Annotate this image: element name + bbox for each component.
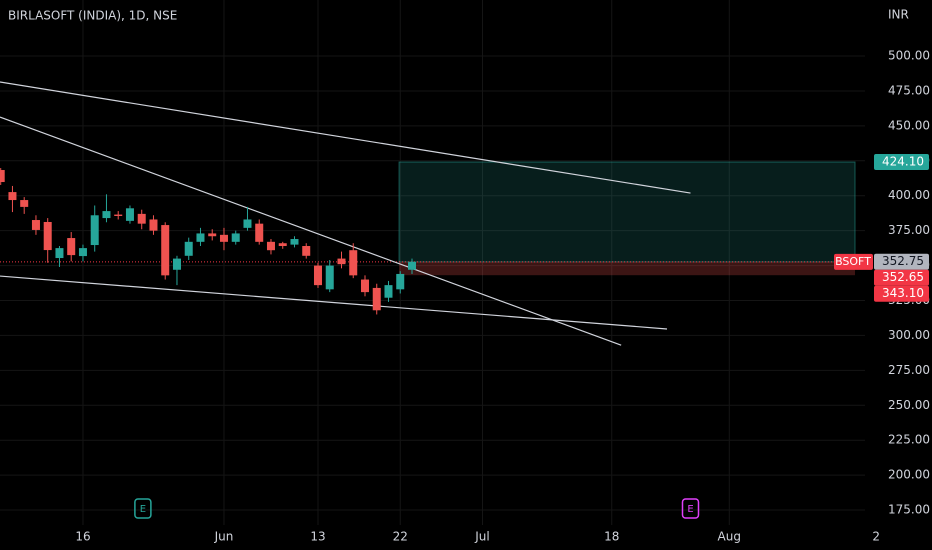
- candle-body: [231, 233, 240, 242]
- candle-body: [184, 241, 193, 256]
- price-tag: [874, 253, 929, 270]
- candle-body: [396, 273, 405, 290]
- candle-body: [407, 261, 416, 270]
- event-marker: [681, 498, 700, 519]
- y-tick-label: 400.00: [888, 188, 930, 202]
- chart-title: BIRLASOFT (INDIA), 1D, NSE: [8, 9, 177, 23]
- stop-zone: [399, 261, 856, 276]
- candle-body: [102, 211, 111, 219]
- candle-body: [67, 238, 76, 256]
- candle-body: [114, 214, 123, 216]
- trend-line: [0, 116, 622, 346]
- candle-body: [208, 233, 217, 237]
- symbol-tag-label: BSOFT: [835, 255, 871, 268]
- plot: [0, 0, 865, 525]
- y-tick-label: 275.00: [888, 363, 930, 377]
- price-tag: [874, 154, 929, 171]
- event-label: E: [140, 504, 146, 515]
- y-tick-label: 475.00: [888, 83, 930, 97]
- y-tick-label: 300.00: [888, 328, 930, 342]
- y-tick-label: 250.00: [888, 398, 930, 412]
- price-tag-label: 424.10: [882, 155, 924, 169]
- candle-body: [8, 192, 17, 201]
- candle-body: [325, 265, 334, 290]
- y-tick-label: 225.00: [888, 433, 930, 447]
- price-tag-label: 352.65: [882, 270, 924, 284]
- candle-body: [0, 170, 5, 183]
- candle-body: [278, 243, 287, 247]
- y-tick-label: 450.00: [888, 118, 930, 132]
- x-tick-label: 18: [604, 530, 619, 544]
- candle-body: [20, 200, 29, 207]
- y-tick-label: 375.00: [888, 223, 930, 237]
- candle-body: [90, 215, 99, 246]
- x-tick-label: Aug: [718, 530, 741, 544]
- candle-body: [255, 223, 264, 242]
- y-tick-label: 200.00: [888, 468, 930, 482]
- candle-body: [137, 213, 146, 224]
- candle-body: [196, 233, 205, 242]
- price-tag: [874, 269, 929, 286]
- candle-body: [360, 279, 369, 293]
- currency-label: INR: [888, 8, 909, 22]
- price-tag-label: 352.75: [882, 254, 924, 268]
- event-marker: [134, 498, 152, 519]
- candle-body: [337, 258, 346, 265]
- candle-body: [349, 250, 358, 276]
- candle-body: [302, 246, 311, 256]
- y-tick-label: 500.00: [888, 49, 930, 63]
- x-tick-label: 2: [872, 530, 880, 544]
- candle-body: [78, 248, 87, 257]
- event-label: E: [687, 504, 693, 515]
- candle-body: [172, 258, 181, 270]
- candle-body: [31, 220, 40, 230]
- x-tick-label: 16: [75, 530, 90, 544]
- y-tick-label: 175.00: [888, 503, 930, 517]
- candle-body: [290, 239, 299, 245]
- candle-body: [243, 219, 252, 228]
- candle-body: [161, 225, 170, 276]
- candle-body: [43, 221, 52, 251]
- candle-body: [149, 219, 158, 231]
- price-tag: [874, 285, 929, 302]
- candle-body: [313, 265, 322, 286]
- candle-body: [219, 234, 228, 242]
- candle-body: [384, 285, 393, 298]
- candle-body: [55, 248, 64, 259]
- target-zone: [398, 161, 856, 263]
- trend-line: [0, 275, 668, 330]
- x-tick-label: Jul: [474, 530, 489, 544]
- trend-line: [0, 81, 691, 194]
- candle-body: [266, 241, 275, 251]
- candle-body: [125, 208, 134, 221]
- candle-body: [372, 287, 381, 311]
- x-tick-label: Jun: [214, 530, 234, 544]
- symbol-tag: [834, 253, 873, 270]
- x-tick-label: 22: [393, 530, 408, 544]
- x-tick-label: 13: [310, 530, 325, 544]
- price-tag-label: 343.10: [882, 286, 924, 300]
